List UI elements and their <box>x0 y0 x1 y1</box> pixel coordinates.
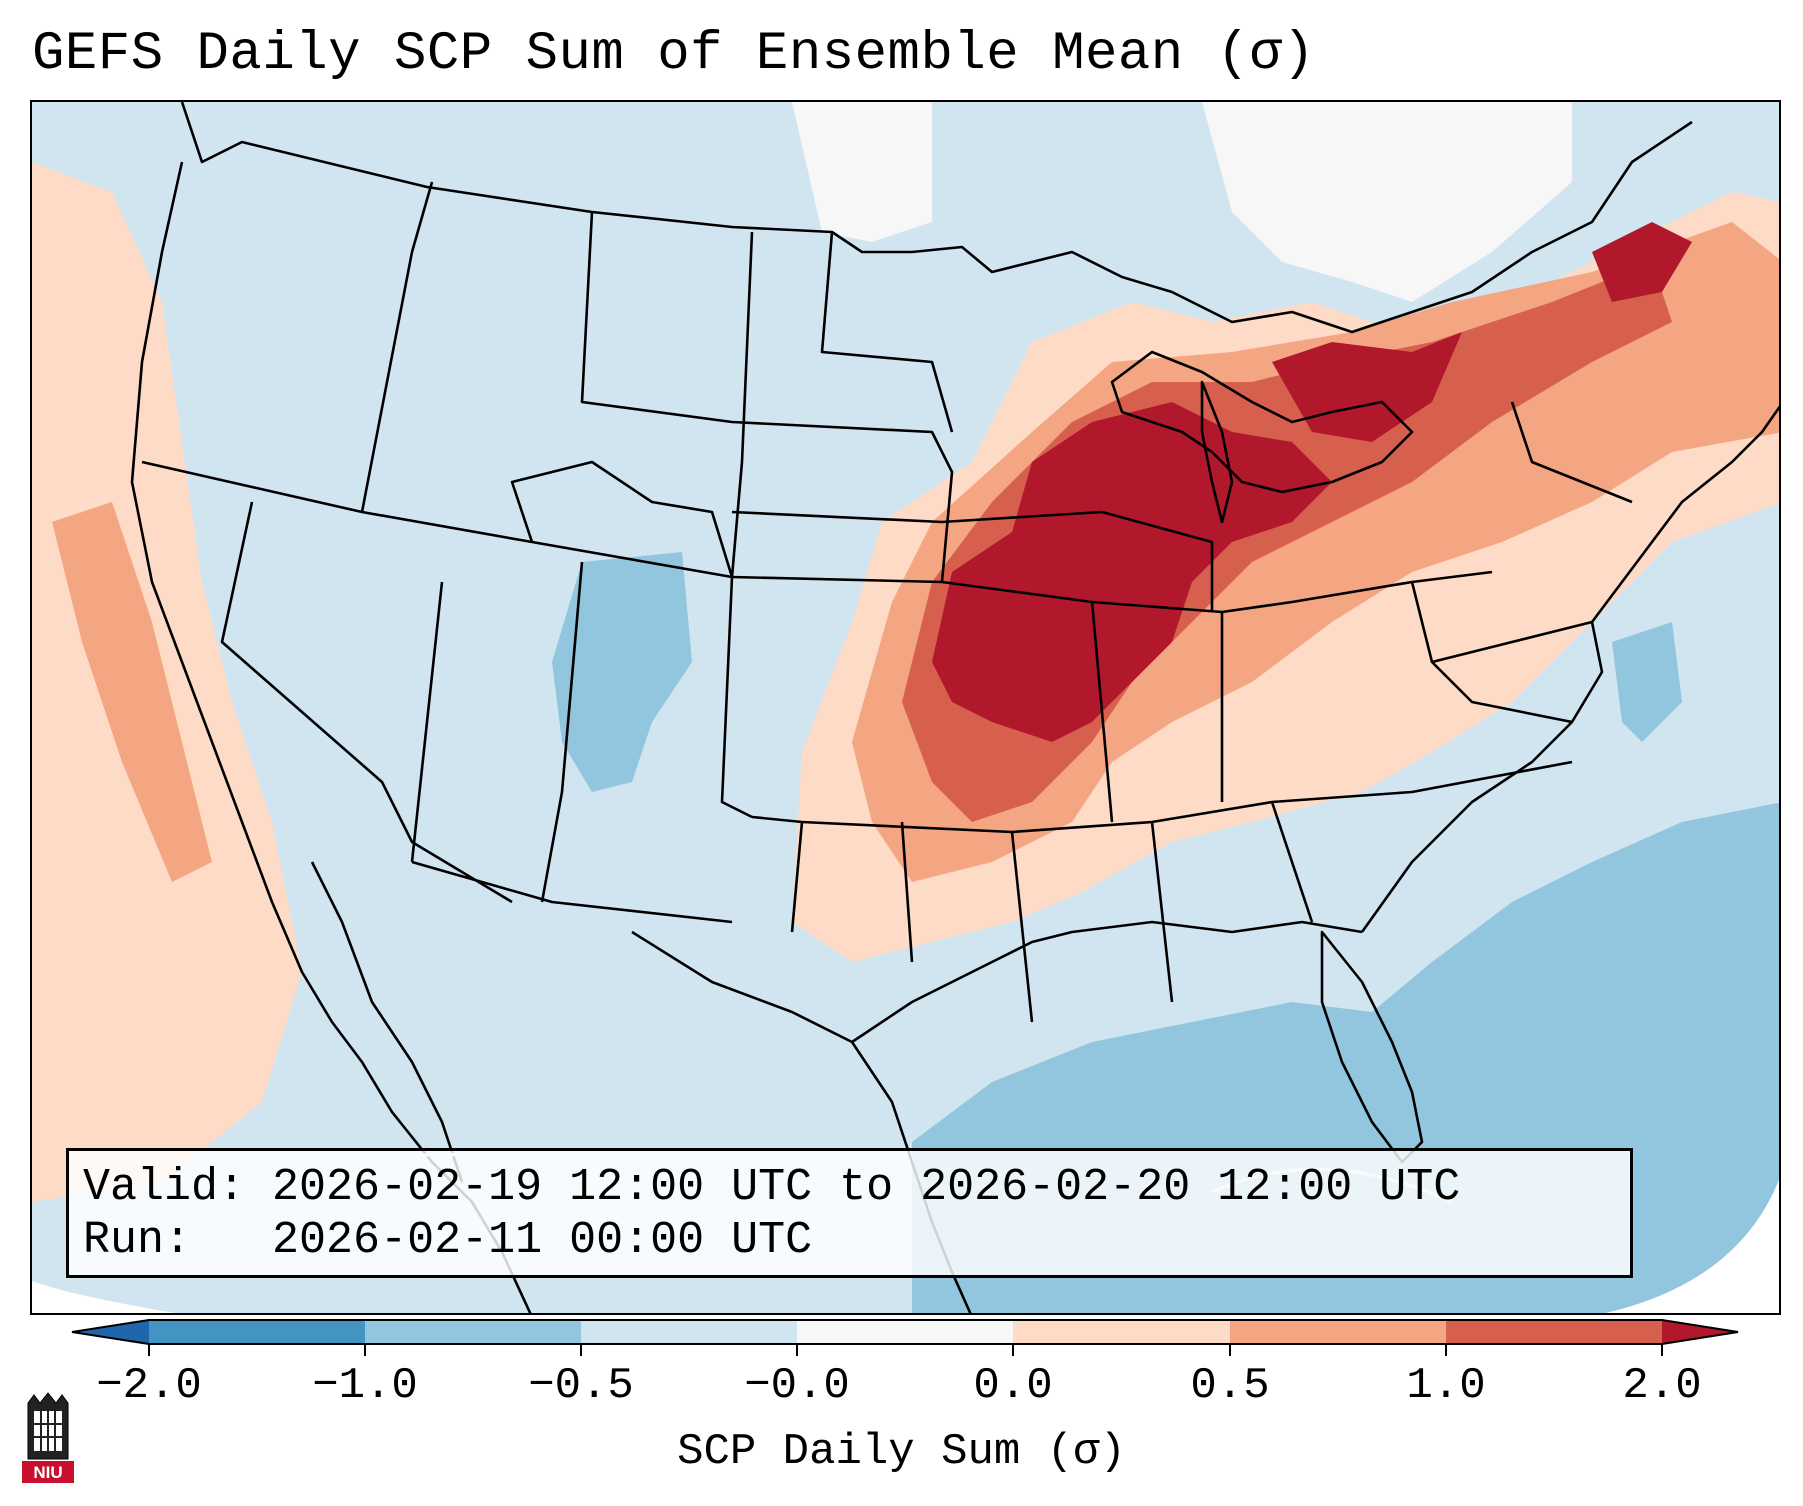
colorbar-bin <box>1230 1320 1446 1344</box>
colorbar-extend-high <box>1662 1320 1738 1344</box>
field-neutral-patch <box>792 102 932 242</box>
colorbar-bin <box>365 1320 581 1344</box>
state-lines <box>731 510 1214 612</box>
valid-time-box: Valid: 2026-02-19 12:00 UTC to 2026-02-2… <box>66 1148 1633 1278</box>
state-lines <box>220 501 513 904</box>
colorbar-tick-label: 0.5 <box>1190 1361 1270 1411</box>
valid-value: 2026-02-19 12:00 UTC to 2026-02-20 12:00… <box>272 1162 1461 1213</box>
colorbar-tick-label: 1.0 <box>1406 1361 1486 1411</box>
state-lines <box>1010 831 1034 1023</box>
field-positive-mid <box>52 502 212 882</box>
valid-label: Valid: <box>83 1162 246 1213</box>
state-lines <box>410 581 444 863</box>
field-positive-extreme <box>1592 222 1692 302</box>
us-canada-border <box>180 102 1693 334</box>
state-lines <box>790 821 804 933</box>
field-negative-patch <box>552 552 692 792</box>
colorbar-bin <box>1446 1320 1662 1344</box>
colorbar-bin <box>581 1320 797 1344</box>
baja-peninsula <box>310 861 464 1183</box>
colorbar-label: SCP Daily Sum (σ) <box>677 1427 1126 1477</box>
state-lines <box>1410 581 1573 724</box>
state-lines <box>730 231 754 578</box>
colorbar-ticks <box>148 1344 1663 1356</box>
field-neutral-patch <box>1202 102 1572 302</box>
state-lines <box>540 561 584 903</box>
colorbar-tick-label: −0.5 <box>528 1361 634 1411</box>
map-panel <box>30 100 1781 1315</box>
state-lines <box>1090 601 1114 823</box>
state-lines <box>411 860 733 924</box>
logo-text: NIU <box>33 1463 62 1482</box>
state-lines <box>1150 821 1174 1003</box>
domain-edge <box>32 1179 1779 1313</box>
state-lines <box>900 821 914 963</box>
state-lines <box>820 231 954 433</box>
state-lines <box>1510 401 1633 504</box>
colorbar-bin <box>1013 1320 1230 1344</box>
niu-logo: NIU <box>22 1392 74 1483</box>
state-lines <box>1270 801 1314 923</box>
map-title: GEFS Daily SCP Sum of Ensemble Mean (σ) <box>32 24 1316 85</box>
colorbar-extend-low <box>72 1320 149 1344</box>
colorbar-tick-label: 0.0 <box>973 1361 1053 1411</box>
colorbar-bin <box>149 1320 365 1344</box>
great-lakes <box>1110 350 1414 494</box>
state-lines <box>510 460 734 578</box>
colorbar-tick-label: −2.0 <box>96 1361 202 1411</box>
run-value: 2026-02-11 00:00 UTC <box>272 1215 813 1266</box>
state-lines <box>580 211 954 583</box>
colorbar-bin <box>797 1320 1013 1344</box>
field-negative-patch <box>1612 622 1682 742</box>
mexico-gulf-coast <box>631 920 1363 1044</box>
lake-michigan <box>1200 380 1234 524</box>
state-lines <box>360 181 434 513</box>
state-lines <box>1431 620 1593 664</box>
colorbar-tick-label: −1.0 <box>312 1361 418 1411</box>
state-lines <box>720 576 753 819</box>
colorbar-tick-label: −0.0 <box>744 1361 850 1411</box>
scp-field <box>32 102 1779 1313</box>
colorbar-tick-label: 2.0 <box>1622 1361 1702 1411</box>
scp-map <box>32 102 1779 1313</box>
run-label: Run: <box>83 1215 192 1266</box>
state-lines <box>141 460 1493 614</box>
